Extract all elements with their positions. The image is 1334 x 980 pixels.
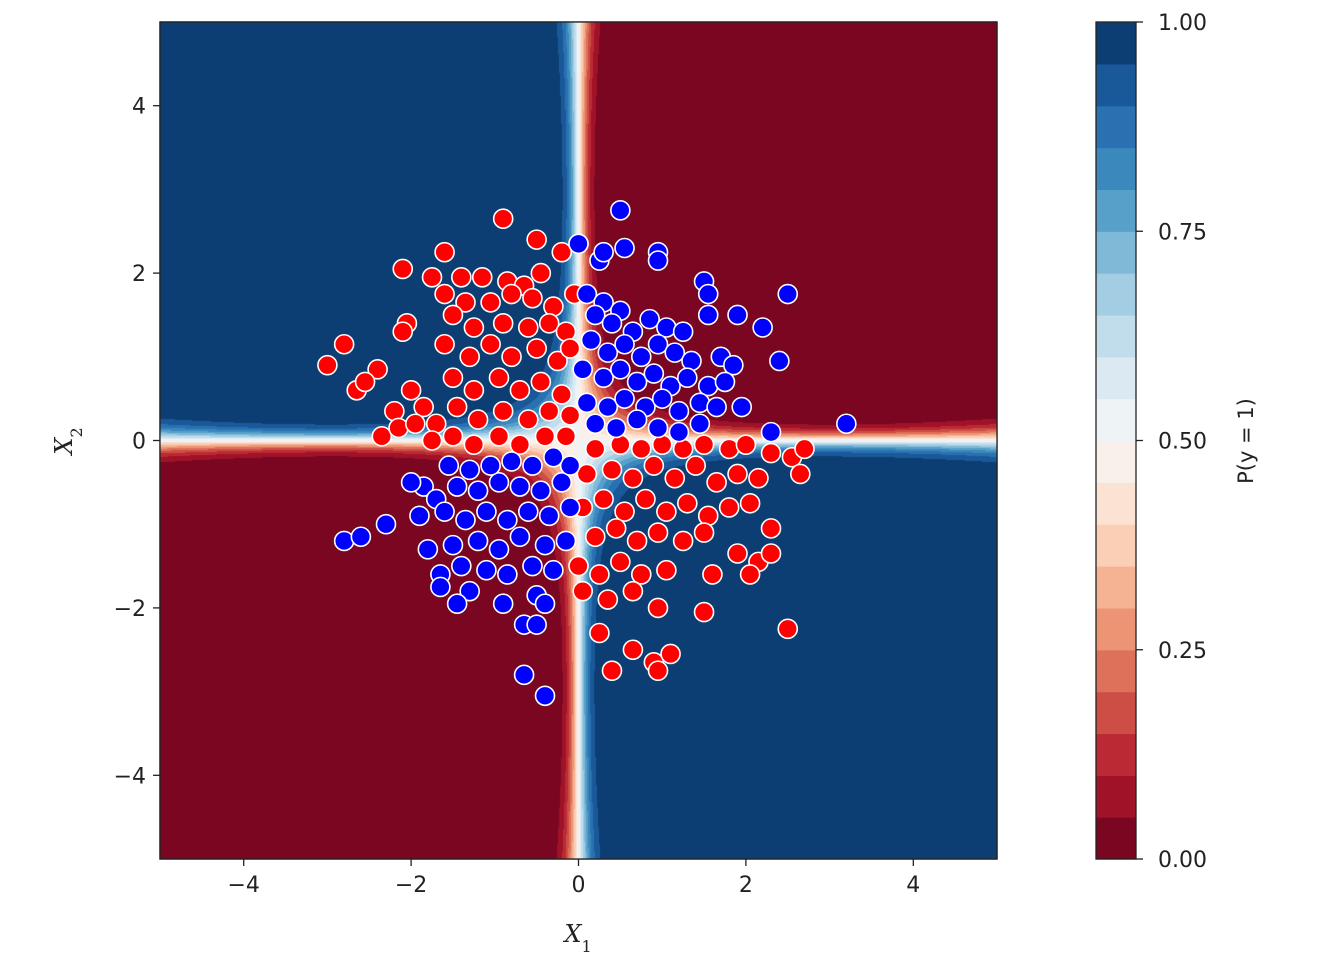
colorbar-tick-label: 0.00 [1158, 848, 1207, 873]
colorbar-band [1096, 775, 1136, 818]
y-tick-label: 0 [132, 430, 146, 455]
colorbar-band [1096, 733, 1136, 776]
colorbar-tick-label: 1.00 [1158, 11, 1207, 36]
colorbar-band [1096, 273, 1136, 316]
colorbar-tick-label: 0.50 [1158, 430, 1207, 455]
colorbar-band [1096, 22, 1136, 65]
colorbar-band [1096, 482, 1136, 525]
x-tick-label: 0 [572, 873, 586, 898]
x-tick-label: 2 [739, 873, 753, 898]
x-tick-label: −4 [227, 873, 259, 898]
colorbar-tick-label: 0.25 [1158, 639, 1207, 664]
y-tick-label: 2 [132, 262, 146, 287]
colorbar-band [1096, 63, 1136, 107]
y-axis-label: X2 [50, 427, 86, 456]
x-tick-label: 4 [906, 873, 920, 898]
colorbar-band [1096, 817, 1136, 860]
colorbar-band [1096, 147, 1136, 190]
colorbar-band [1096, 566, 1136, 609]
colorbar-tick-label: 0.75 [1158, 220, 1207, 245]
y-tick-label: −2 [114, 597, 146, 622]
x-tick-label: −2 [395, 873, 427, 898]
x-axis-label: X1 [562, 920, 591, 956]
colorbar-label: P(y = 1) [1234, 398, 1258, 484]
colorbar-band [1096, 607, 1136, 651]
y-tick-label: −4 [114, 764, 146, 789]
colorbar-band [1096, 524, 1136, 567]
colorbar: 0.00 0.25 0.50 0.75 1.00 P(y = 1) [1095, 11, 1258, 873]
probability-contour-background [160, 22, 997, 859]
colorbar-band [1096, 649, 1136, 693]
y-tick-label: 4 [132, 95, 146, 120]
colorbar-band [1096, 440, 1136, 483]
colorbar-band [1096, 691, 1136, 735]
colorbar-band [1096, 356, 1136, 400]
colorbar-band [1096, 231, 1136, 274]
colorbar-band [1096, 189, 1136, 232]
colorbar-band [1096, 398, 1136, 442]
colorbar-band [1096, 314, 1136, 358]
colorbar-band [1096, 105, 1136, 149]
